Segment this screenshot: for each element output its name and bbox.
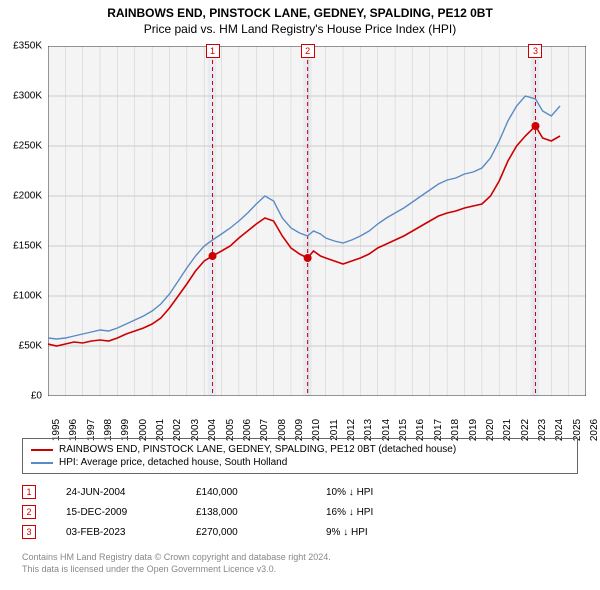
chart-marker-box: 1	[206, 44, 220, 58]
legend-swatch	[31, 462, 53, 464]
marker-date: 15-DEC-2009	[66, 507, 196, 518]
chart-svg	[48, 46, 586, 396]
footnote: Contains HM Land Registry data © Crown c…	[22, 552, 331, 575]
y-tick-label: £250K	[13, 141, 42, 152]
chart-title: RAINBOWS END, PINSTOCK LANE, GEDNEY, SPA…	[0, 6, 600, 20]
y-tick-label: £350K	[13, 41, 42, 52]
chart-subtitle: Price paid vs. HM Land Registry's House …	[0, 22, 600, 36]
chart-container: RAINBOWS END, PINSTOCK LANE, GEDNEY, SPA…	[0, 0, 600, 590]
marker-row: 1 24-JUN-2004£140,00010% ↓ HPI	[22, 482, 578, 502]
marker-delta: 10% ↓ HPI	[326, 487, 426, 498]
footnote-line-2: This data is licensed under the Open Gov…	[22, 564, 331, 576]
marker-row: 2 15-DEC-2009£138,00016% ↓ HPI	[22, 502, 578, 522]
y-tick-label: £100K	[13, 291, 42, 302]
marker-date: 24-JUN-2004	[66, 487, 196, 498]
chart-marker-box: 3	[528, 44, 542, 58]
marker-date: 03-FEB-2023	[66, 527, 196, 538]
marker-number: 2	[22, 505, 36, 519]
y-tick-label: £0	[31, 391, 42, 402]
marker-price: £138,000	[196, 507, 326, 518]
y-tick-label: £300K	[13, 91, 42, 102]
x-tick-label: 2026	[589, 419, 600, 441]
y-axis-labels: £0£50K£100K£150K£200K£250K£300K£350K	[0, 46, 44, 396]
marker-delta: 16% ↓ HPI	[326, 507, 426, 518]
legend-label: RAINBOWS END, PINSTOCK LANE, GEDNEY, SPA…	[59, 444, 456, 455]
legend-label: HPI: Average price, detached house, Sout…	[59, 457, 287, 468]
marker-number: 3	[22, 525, 36, 539]
marker-price: £270,000	[196, 527, 326, 538]
legend-row: RAINBOWS END, PINSTOCK LANE, GEDNEY, SPA…	[31, 443, 569, 456]
marker-price: £140,000	[196, 487, 326, 498]
chart-marker-box: 2	[301, 44, 315, 58]
marker-table: 1 24-JUN-2004£140,00010% ↓ HPI 2 15-DEC-200…	[22, 482, 578, 542]
legend-row: HPI: Average price, detached house, Sout…	[31, 456, 569, 469]
y-tick-label: £50K	[19, 341, 42, 352]
chart-titles: RAINBOWS END, PINSTOCK LANE, GEDNEY, SPA…	[0, 0, 600, 36]
legend-swatch	[31, 449, 53, 451]
footnote-line-1: Contains HM Land Registry data © Crown c…	[22, 552, 331, 564]
marker-row: 3 03-FEB-2023£270,0009% ↓ HPI	[22, 522, 578, 542]
chart-plot-area: 1 2 3	[48, 46, 586, 396]
marker-delta: 9% ↓ HPI	[326, 527, 426, 538]
marker-number: 1	[22, 485, 36, 499]
y-tick-label: £150K	[13, 241, 42, 252]
legend: RAINBOWS END, PINSTOCK LANE, GEDNEY, SPA…	[22, 438, 578, 474]
y-tick-label: £200K	[13, 191, 42, 202]
x-axis-labels: 1995199619971998199920002001200220032004…	[48, 400, 586, 440]
